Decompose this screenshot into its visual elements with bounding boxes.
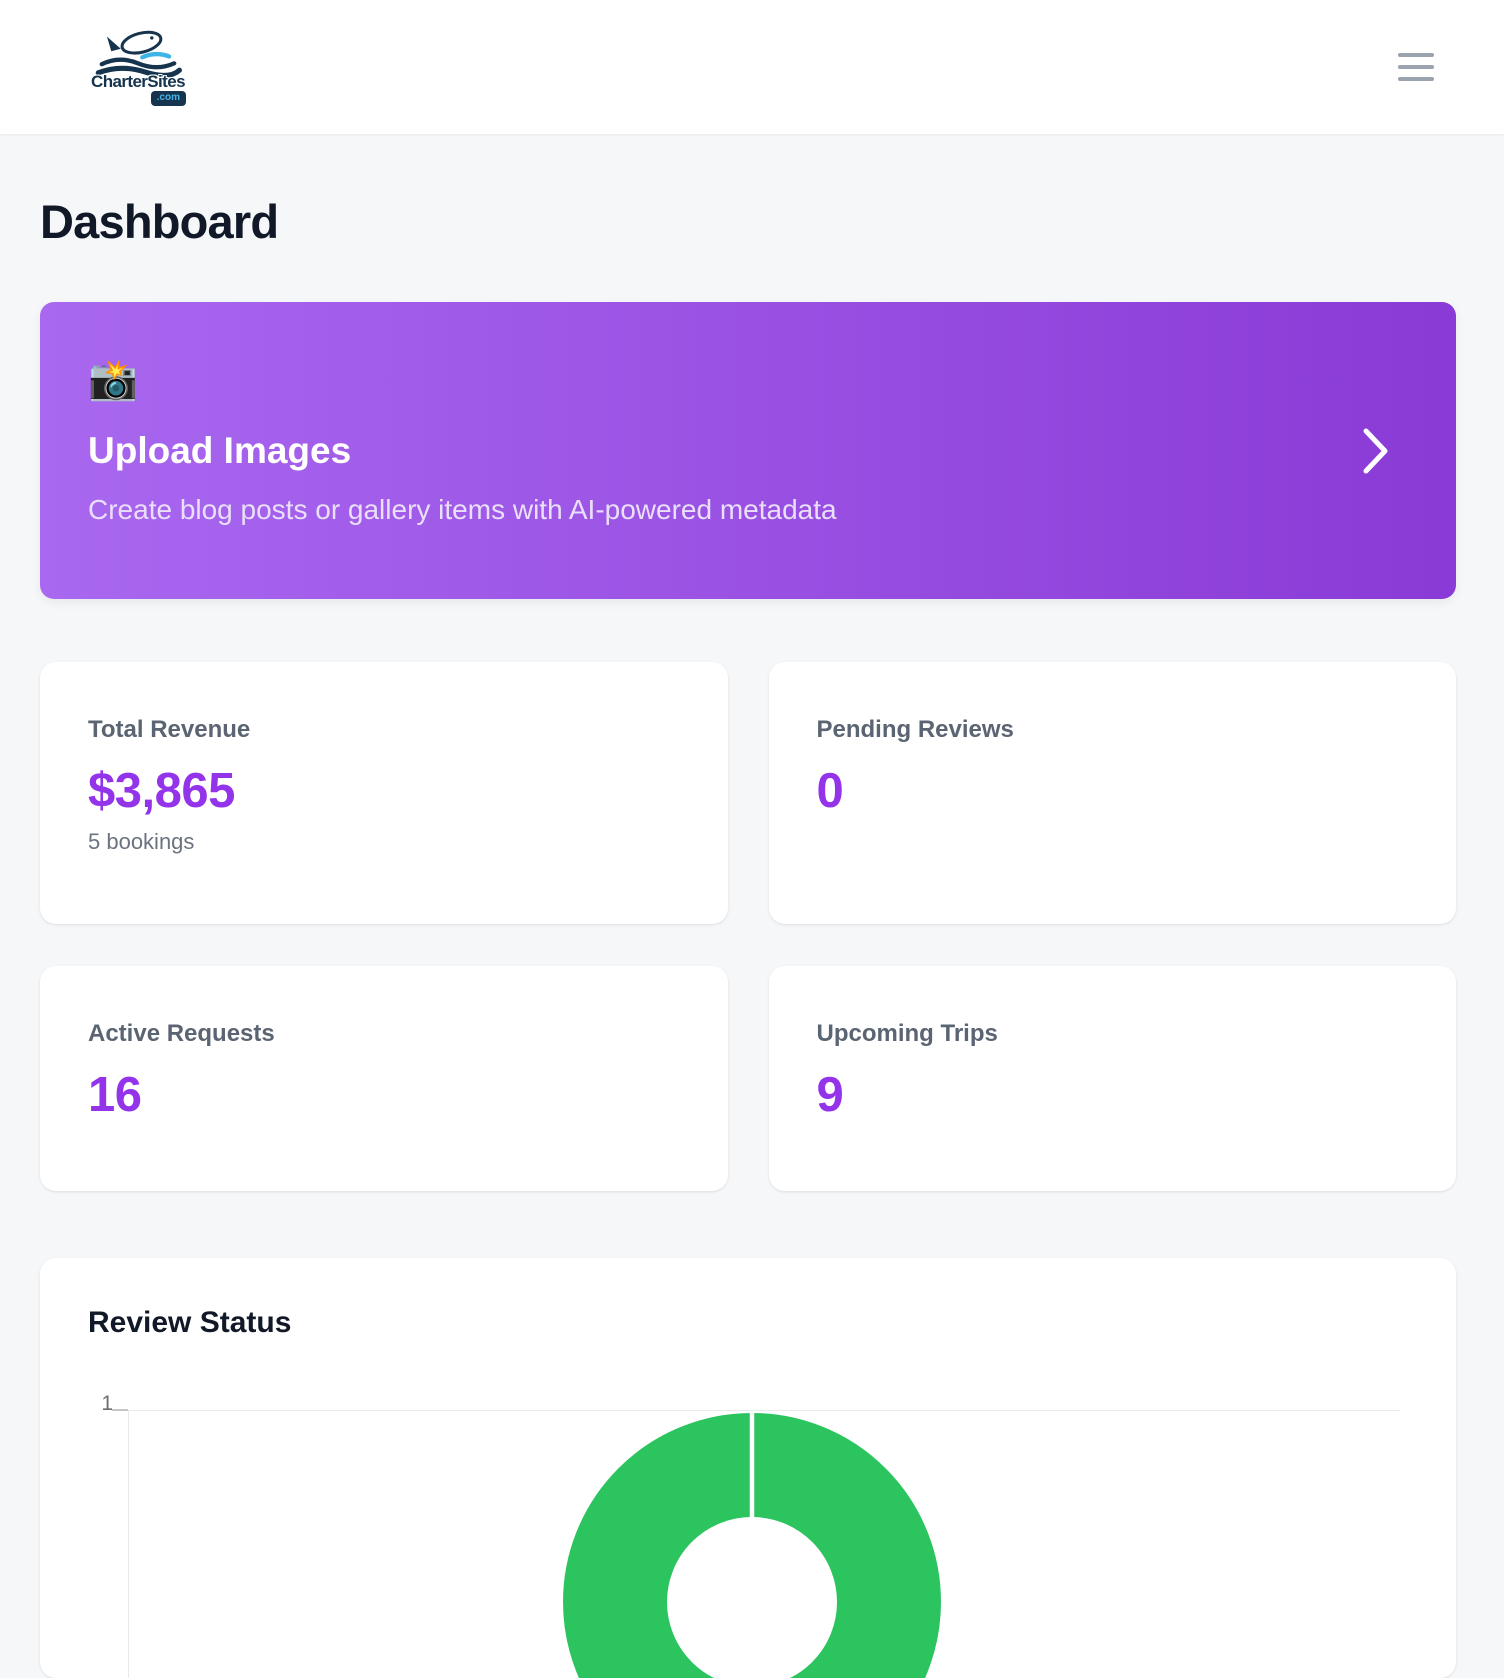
chevron-right-icon xyxy=(1363,428,1388,474)
review-status-doughnut-chart xyxy=(563,1413,941,1678)
banner-title: Upload Images xyxy=(88,430,352,472)
stat-card-upcoming-trips: Upcoming Trips 9 xyxy=(768,966,1456,1192)
stat-value: 9 xyxy=(816,1068,844,1123)
page-title: Dashboard xyxy=(40,195,279,248)
brand-name: CharterSites xyxy=(91,72,186,91)
menu-button[interactable] xyxy=(1398,53,1434,81)
y-axis-tick-label: 1 xyxy=(101,1392,113,1416)
stat-value: 16 xyxy=(88,1068,142,1123)
banner-subtitle: Create blog posts or gallery items with … xyxy=(88,494,837,526)
stat-value: $3,865 xyxy=(88,764,235,819)
stat-label: Upcoming Trips xyxy=(816,1020,998,1048)
fish-waves-icon xyxy=(95,30,182,78)
stat-subtext: 5 bookings xyxy=(88,829,195,855)
review-status-card: Review Status 1 xyxy=(40,1258,1456,1678)
y-axis-tick-mark xyxy=(112,1409,128,1412)
stat-label: Pending Reviews xyxy=(816,716,1014,744)
app-header: CharterSites .com xyxy=(0,0,1504,134)
stat-card-total-revenue: Total Revenue $3,865 5 bookings xyxy=(40,662,728,925)
chart-y-axis-line xyxy=(128,1410,129,1678)
stat-label: Active Requests xyxy=(88,1020,275,1048)
brand-logo[interactable]: CharterSites .com xyxy=(88,28,188,106)
camera-flash-icon: 📸 xyxy=(88,358,138,403)
stat-card-active-requests: Active Requests 16 xyxy=(40,966,728,1192)
hamburger-icon xyxy=(1398,53,1434,57)
chart-gridline xyxy=(128,1410,1400,1412)
stats-grid: Total Revenue $3,865 5 bookings Pending … xyxy=(40,662,1456,1192)
stat-card-pending-reviews: Pending Reviews 0 xyxy=(768,662,1456,925)
upload-images-banner[interactable]: 📸 Upload Images Create blog posts or gal… xyxy=(40,302,1456,600)
review-status-title: Review Status xyxy=(88,1306,292,1340)
stat-value: 0 xyxy=(816,764,844,819)
main-content: Dashboard 📸 Upload Images Create blog po… xyxy=(0,195,1504,1678)
brand-tld-badge: .com xyxy=(150,91,186,106)
stat-label: Total Revenue xyxy=(88,716,251,744)
